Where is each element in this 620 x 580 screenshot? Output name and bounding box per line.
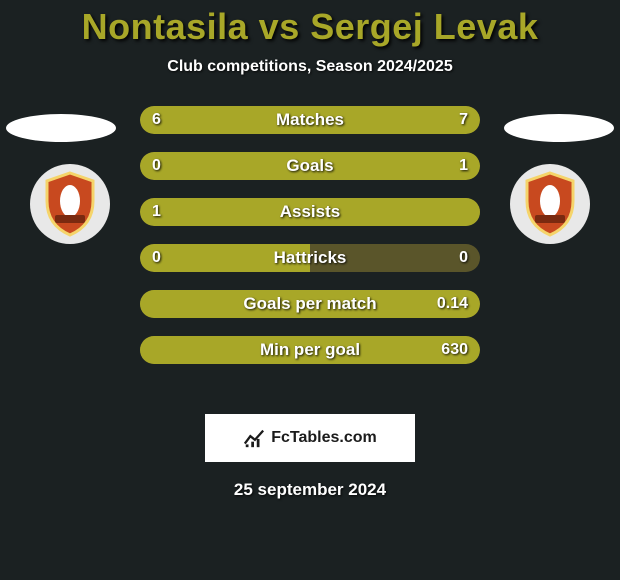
shield-icon xyxy=(523,171,577,237)
stat-label: Goals xyxy=(140,156,480,176)
stat-value-right: 630 xyxy=(441,341,468,359)
flag-left xyxy=(6,114,116,142)
stat-bars: 6Matches70Goals11Assists0Hattricks0Goals… xyxy=(140,106,480,382)
stat-label: Goals per match xyxy=(140,294,480,314)
page-title: Nontasila vs Sergej Levak xyxy=(0,0,620,48)
club-crest-right xyxy=(510,164,590,244)
chart-icon xyxy=(243,427,265,449)
club-crest-left xyxy=(30,164,110,244)
flag-right xyxy=(504,114,614,142)
shield-icon xyxy=(43,171,97,237)
stat-row: 0Goals1 xyxy=(140,152,480,180)
branding-text: FcTables.com xyxy=(271,429,377,447)
stat-row: Min per goal630 xyxy=(140,336,480,364)
date-label: 25 september 2024 xyxy=(0,480,620,500)
stat-row: Goals per match0.14 xyxy=(140,290,480,318)
stat-label: Hattricks xyxy=(140,248,480,268)
stat-value-right: 7 xyxy=(459,111,468,129)
subtitle: Club competitions, Season 2024/2025 xyxy=(0,58,620,76)
stat-label: Assists xyxy=(140,202,480,222)
infographic-container: Nontasila vs Sergej Levak Club competiti… xyxy=(0,0,620,580)
stat-row: 6Matches7 xyxy=(140,106,480,134)
stat-value-right: 1 xyxy=(459,157,468,175)
stat-label: Min per goal xyxy=(140,340,480,360)
stat-row: 1Assists xyxy=(140,198,480,226)
stat-value-right: 0.14 xyxy=(437,295,468,313)
stat-value-right: 0 xyxy=(459,249,468,267)
chart-area: 6Matches70Goals11Assists0Hattricks0Goals… xyxy=(0,106,620,406)
stat-row: 0Hattricks0 xyxy=(140,244,480,272)
branding-badge: FcTables.com xyxy=(205,414,415,462)
stat-label: Matches xyxy=(140,110,480,130)
